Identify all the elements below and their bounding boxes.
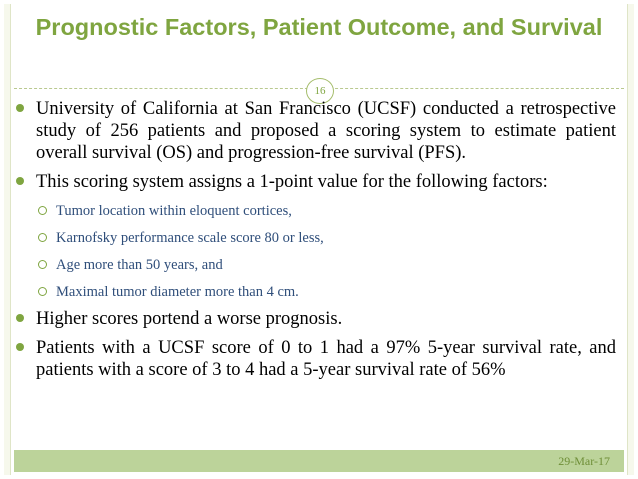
left-frame-border	[4, 4, 11, 475]
circle-bullet-icon	[38, 206, 47, 215]
subbullet-text: Maximal tumor diameter more than 4 cm.	[56, 284, 299, 300]
subbullet-item: Maximal tumor diameter more than 4 cm.	[14, 281, 616, 303]
circle-bullet-icon	[38, 260, 47, 269]
subbullet-text: Tumor location within eloquent cortices,	[56, 203, 292, 219]
subbullet-item: Karnofsky performance scale score 80 or …	[14, 227, 616, 249]
bullet-dot-icon	[16, 177, 24, 185]
circle-bullet-icon	[38, 233, 47, 242]
subbullet-text: Karnofsky performance scale score 80 or …	[56, 230, 324, 246]
subbullet-item: Tumor location within eloquent cortices,	[14, 200, 616, 222]
bullet-dot-icon	[16, 314, 24, 322]
bullet-dot-icon	[16, 343, 24, 351]
bullet-item: This scoring system assigns a 1-point va…	[14, 171, 616, 193]
footer-bar	[14, 450, 624, 472]
bullet-text: University of California at San Francisc…	[36, 99, 616, 163]
bullet-item: Patients with a UCSF score of 0 to 1 had…	[14, 337, 616, 381]
right-frame-border	[627, 4, 634, 475]
subbullet-item: Age more than 50 years, and	[14, 254, 616, 276]
bullet-item: Higher scores portend a worse prognosis.	[14, 308, 616, 330]
slide-title: Prognostic Factors, Patient Outcome, and…	[35, 14, 603, 40]
bullet-text: Higher scores portend a worse prognosis.	[36, 309, 343, 329]
bullet-item: University of California at San Francisc…	[14, 98, 616, 164]
subbullet-text: Age more than 50 years, and	[56, 257, 223, 273]
bullet-text: Patients with a UCSF score of 0 to 1 had…	[36, 338, 616, 380]
bullet-text: This scoring system assigns a 1-point va…	[36, 172, 548, 192]
slide-date: 29-Mar-17	[558, 454, 610, 468]
bullet-dot-icon	[16, 104, 24, 112]
slide-content: University of California at San Francisc…	[14, 98, 616, 388]
page-number-badge: 16	[306, 78, 334, 104]
circle-bullet-icon	[38, 287, 47, 296]
